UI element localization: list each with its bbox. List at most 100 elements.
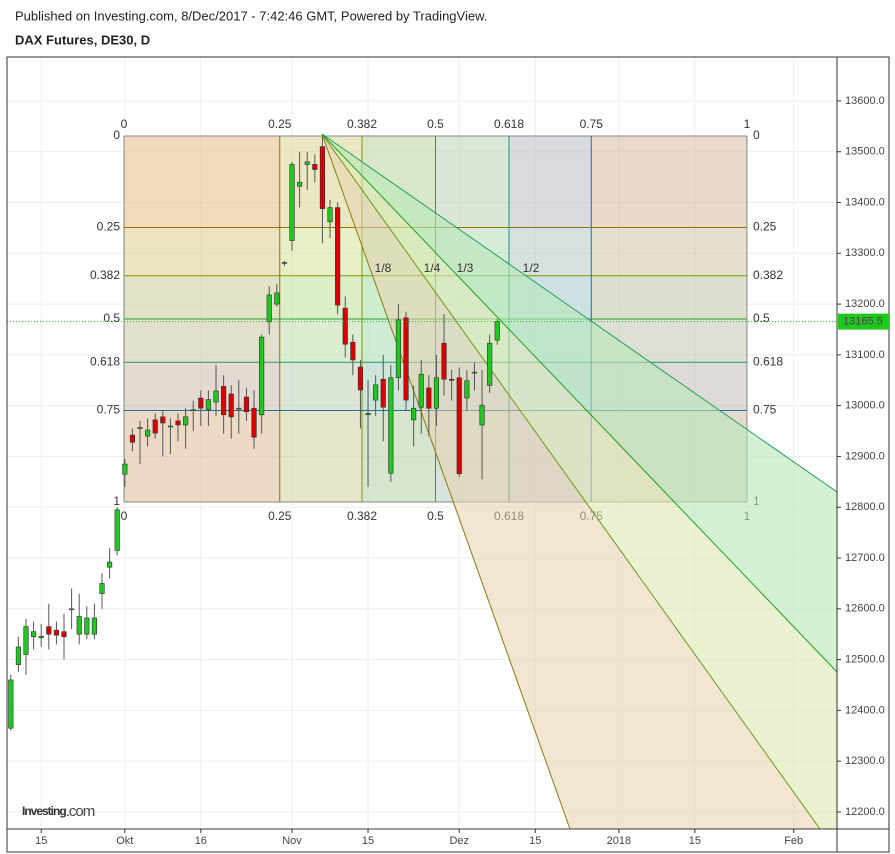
candle-body [487, 342, 493, 386]
candle-body [152, 419, 158, 434]
frame [6, 56, 890, 853]
y-tick-label: 13000.0 [845, 400, 885, 412]
candle-body [494, 321, 500, 341]
candle-body [479, 404, 485, 426]
candle-body [373, 384, 379, 401]
y-tick-label: 13400.0 [845, 196, 885, 208]
y-tick-label: 12300.0 [845, 755, 885, 767]
y-tick-label: 12900.0 [845, 450, 885, 462]
fib-label: 0 [113, 128, 120, 142]
candle-body [418, 373, 424, 408]
fan-line [321, 133, 837, 493]
y-tick-label: 12700.0 [845, 552, 885, 564]
candle-body [433, 377, 440, 409]
candle-body [274, 292, 280, 305]
candle-body [46, 626, 52, 635]
candle-body [403, 317, 409, 401]
fan-line [321, 133, 571, 829]
x-tick-label: 15 [689, 835, 701, 847]
chart-title: DAX Futures, DE30, D [15, 32, 150, 47]
candle-body [449, 378, 455, 381]
candle-body [205, 399, 211, 411]
candle-body [243, 396, 250, 413]
fib-label: 0.382 [90, 268, 120, 282]
watermark-suffix: .com [66, 803, 95, 820]
y-tick-label: 13300.0 [845, 247, 885, 259]
y-tick-label: 12200.0 [845, 806, 885, 818]
candle-body [38, 635, 44, 639]
candle-body [160, 416, 166, 424]
candle-body [198, 397, 204, 409]
candle-body [411, 407, 417, 421]
fib-label: 0.75 [97, 403, 121, 417]
x-tick-label: Nov [282, 835, 302, 847]
candle-body [471, 371, 478, 374]
candle-body [312, 164, 318, 170]
candle-body [388, 377, 394, 474]
candle-body [76, 616, 82, 635]
candles [7, 136, 837, 731]
y-tick-label: 12500.0 [845, 654, 885, 666]
candle-body [183, 416, 189, 426]
x-tick-label: 2018 [607, 835, 631, 847]
fan-line [321, 133, 837, 673]
candle-body [289, 164, 295, 241]
watermark-text: Investing [22, 804, 66, 818]
fib-label: 1 [744, 117, 751, 131]
candle-body [251, 407, 257, 438]
fib-label: 0.618 [753, 354, 783, 368]
watermark: Investing.com [22, 803, 95, 820]
candle-body [464, 380, 470, 399]
fib-label: 0.5 [427, 509, 444, 523]
fan-label: 1/2 [523, 261, 540, 275]
y-tick-label: 13600.0 [845, 95, 885, 107]
y-tick-label: 12800.0 [845, 501, 885, 513]
candle-body [107, 561, 113, 568]
fan-line [321, 133, 821, 829]
candle-body [228, 393, 234, 418]
candle-body [91, 617, 97, 635]
candle-body [441, 342, 447, 380]
candle-body [281, 262, 288, 264]
y-tick-label: 13100.0 [845, 349, 885, 361]
candle-body [319, 146, 326, 209]
fib-label: 0.75 [753, 403, 777, 417]
candle-body [23, 626, 29, 655]
fib-label: 0 [121, 117, 128, 131]
fib-label: 0 [121, 509, 128, 523]
fib-label: 0.382 [753, 268, 783, 282]
candle-body [236, 407, 242, 410]
fib-label: 0.382 [347, 509, 377, 523]
candle-body [175, 420, 181, 426]
candle-body [350, 341, 356, 361]
candle-body [114, 509, 120, 551]
candle-body [259, 336, 265, 416]
x-tick-label: Dez [449, 835, 469, 847]
candle-body [304, 161, 310, 165]
candle-body [8, 679, 14, 729]
candle-body [335, 207, 341, 306]
candle-body [426, 387, 432, 409]
candle-body [137, 427, 143, 429]
x-tick-label: 15 [35, 835, 47, 847]
candle-body [380, 378, 386, 408]
candle-body [129, 434, 135, 443]
fib-label: 0.618 [90, 354, 120, 368]
axes: 12200.0 12300.0 12400.0 12500.0 12600.0 12700… [35, 95, 889, 847]
fib-label: 0.382 [347, 117, 377, 131]
candle-body [31, 631, 37, 638]
fib-label: 0.75 [580, 117, 604, 131]
candle-body [53, 629, 59, 636]
fib-label: 0.5 [427, 117, 444, 131]
candle-body [15, 646, 21, 665]
fan-label: 1/4 [424, 261, 441, 275]
candle-body [84, 617, 90, 635]
candle-body [456, 377, 462, 475]
subtitle: Published on Investing.com, 8/Dec/2017 -… [15, 8, 487, 23]
y-tick-label: 13500.0 [845, 146, 885, 158]
candle-body [61, 631, 67, 638]
fib-label: 0 [753, 128, 760, 142]
candle-body [145, 429, 151, 437]
last-price-box [838, 313, 889, 330]
